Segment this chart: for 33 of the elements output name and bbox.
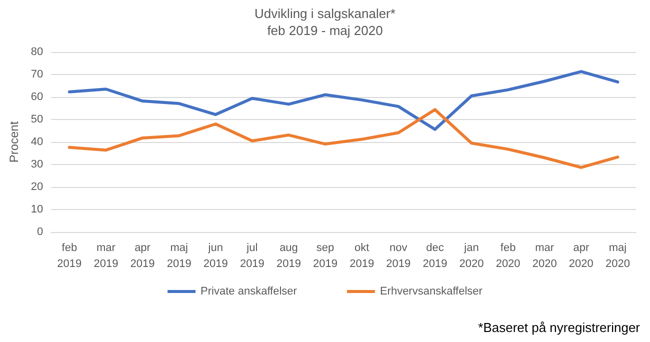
y-tick-label: 10 [30, 204, 44, 216]
x-tick-label: nov 2019 [386, 242, 411, 270]
line-series [68, 108, 620, 169]
x-tick-label: jun 2019 [203, 242, 228, 270]
x-tick-label: mar 2020 [532, 242, 557, 270]
x-tick-label: feb 2019 [57, 242, 82, 270]
x-tick-label: jul 2019 [240, 242, 264, 270]
line-series [68, 70, 620, 131]
x-tick-label: maj 2020 [605, 242, 630, 270]
x-tick-label: mar 2019 [94, 242, 118, 270]
y-tick-label: 20 [30, 181, 44, 193]
x-tick-label: apr 2020 [568, 242, 594, 270]
y-tick-label: 70 [30, 68, 44, 80]
y-tick-label: 80 [30, 46, 44, 58]
chart-title: Udvikling i salgskanaler* [254, 6, 396, 21]
x-tick-label: apr 2019 [130, 242, 155, 270]
y-tick-label: 30 [30, 158, 44, 170]
y-tick-label: 0 [37, 226, 44, 238]
x-tick-label: okt 2019 [350, 242, 374, 270]
x-tick-label: feb 2020 [496, 242, 520, 270]
x-tick-label: jan 2020 [459, 242, 484, 270]
legend-label: Erhvervsanskaffelser [380, 286, 483, 298]
legend-label: Private anskaffelser [200, 286, 298, 298]
y-tick-label: 40 [30, 136, 44, 148]
y-tick-label: 60 [30, 91, 44, 103]
chart-subtitle: feb 2019 - maj 2020 [267, 23, 383, 38]
x-tick-label: dec 2019 [422, 242, 448, 270]
x-tick-label: sep 2019 [313, 242, 338, 270]
text: *Baseret på nyregistreringer [478, 320, 641, 335]
x-tick-label: aug 2019 [276, 242, 301, 270]
x-tick-label: maj 2019 [166, 242, 192, 270]
y-axis-title: Procent [7, 120, 21, 163]
y-tick-label: 50 [30, 114, 44, 126]
